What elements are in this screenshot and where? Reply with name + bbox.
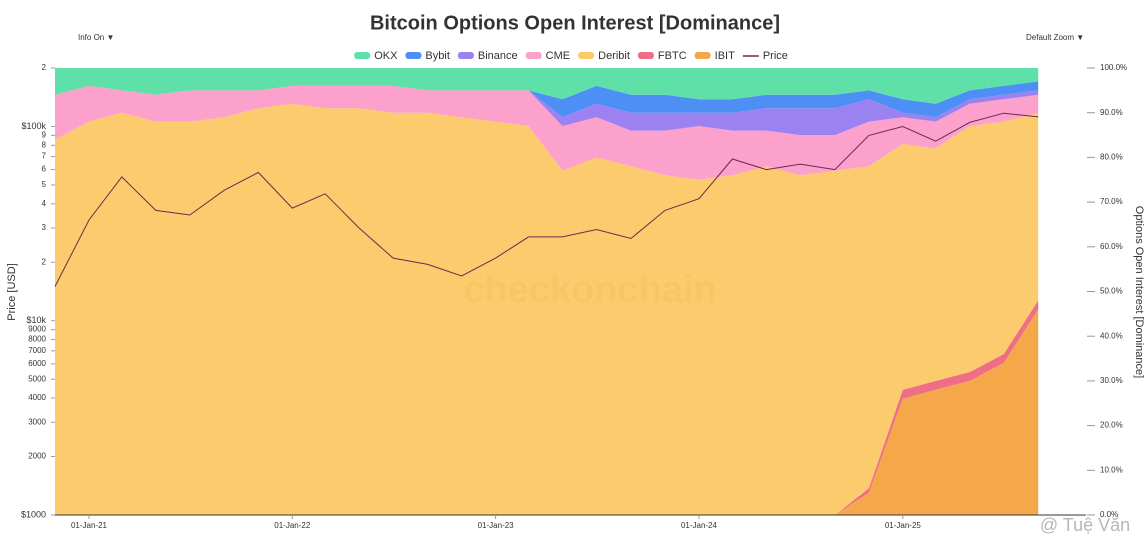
legend-item[interactable]: Binance bbox=[457, 50, 518, 62]
y-tick-label: 6 bbox=[42, 165, 47, 174]
y-tick-label: $10k bbox=[26, 315, 46, 325]
legend-item[interactable]: Price bbox=[742, 50, 788, 62]
legend-item[interactable]: Bybit bbox=[405, 50, 450, 62]
x-tick-label: 01-Jan-22 bbox=[274, 521, 311, 530]
y2-tick-label: 100.0% bbox=[1100, 63, 1127, 72]
x-tick-label: 01-Jan-23 bbox=[478, 521, 515, 530]
legend-item[interactable]: CME bbox=[525, 50, 570, 62]
y2-tick-label: 20.0% bbox=[1100, 421, 1123, 430]
y-tick-label: 5000 bbox=[28, 374, 46, 383]
legend: OKX Bybit Binance CME Deribit FBTC IBIT Price bbox=[354, 50, 788, 62]
y2-tick-label: 10.0% bbox=[1100, 465, 1123, 474]
y2-tick-label: 60.0% bbox=[1100, 242, 1123, 251]
y-tick-label: 2 bbox=[42, 257, 47, 266]
legend-item[interactable]: OKX bbox=[354, 50, 398, 62]
legend-label: Bybit bbox=[425, 50, 449, 62]
x-tick-label: 01-Jan-24 bbox=[681, 521, 718, 530]
legend-label: Binance bbox=[478, 50, 518, 62]
legend-swatch bbox=[405, 52, 422, 59]
y-tick-label: 7 bbox=[42, 152, 47, 161]
y-tick-label: 6000 bbox=[28, 359, 46, 368]
legend-label: Price bbox=[763, 50, 788, 62]
y-tick-label: 3000 bbox=[28, 417, 46, 426]
area-okx bbox=[55, 68, 1039, 104]
y-tick-label: 2000 bbox=[28, 452, 46, 461]
x-tick-label: 01-Jan-25 bbox=[885, 521, 922, 530]
legend-swatch bbox=[525, 52, 542, 59]
y2-tick-label: 80.0% bbox=[1100, 153, 1123, 162]
legend-label: Deribit bbox=[598, 50, 630, 62]
legend-swatch bbox=[578, 52, 595, 59]
zoom-select[interactable]: Default Zoom ▼ bbox=[1026, 33, 1084, 42]
y-tick-label: $100k bbox=[21, 121, 46, 131]
y-tick-label: 4 bbox=[42, 199, 47, 208]
chart-title: Bitcoin Options Open Interest [Dominance… bbox=[370, 12, 780, 34]
y-axis-title: Price [USD] bbox=[6, 263, 18, 320]
watermark: checkonchain bbox=[463, 269, 716, 311]
plot-area bbox=[54, 68, 1039, 516]
legend-label: IBIT bbox=[715, 50, 735, 62]
legend-swatch bbox=[694, 52, 711, 59]
legend-item[interactable]: FBTC bbox=[637, 50, 687, 62]
legend-item[interactable]: Deribit bbox=[578, 50, 630, 62]
x-tick-label: 01-Jan-21 bbox=[71, 521, 108, 530]
y-tick-label: 5 bbox=[42, 180, 47, 189]
y-tick-label: 2 bbox=[42, 63, 47, 72]
legend-item[interactable]: IBIT bbox=[694, 50, 735, 62]
watermark-credit: @ Tuệ Văn bbox=[1040, 515, 1130, 535]
y-tick-label: 9000 bbox=[28, 325, 46, 334]
y2-tick-label: 0.0% bbox=[1100, 510, 1118, 519]
legend-label: FBTC bbox=[658, 50, 687, 62]
y-tick-label: 8 bbox=[42, 140, 47, 149]
y2-tick-label: 40.0% bbox=[1100, 331, 1123, 340]
legend-label: CME bbox=[546, 50, 570, 62]
y-tick-label: $1000 bbox=[21, 509, 46, 519]
y-tick-label: 8000 bbox=[28, 335, 46, 344]
area-ibit bbox=[55, 309, 1039, 515]
y-tick-label: 3 bbox=[42, 223, 47, 232]
y2-tick-label: 70.0% bbox=[1100, 197, 1123, 206]
y2-tick-label: 30.0% bbox=[1100, 376, 1123, 385]
y2-tick-label: 90.0% bbox=[1100, 108, 1123, 117]
legend-swatch bbox=[457, 52, 474, 59]
price-line bbox=[54, 112, 1039, 287]
area-bybit bbox=[55, 81, 1039, 118]
legend-swatch bbox=[354, 52, 371, 59]
info-toggle[interactable]: Info On ▼ bbox=[78, 33, 114, 42]
area-deribit bbox=[55, 103, 1039, 516]
legend-swatch bbox=[637, 52, 654, 59]
y2-tick-label: 50.0% bbox=[1100, 287, 1123, 296]
y-tick-label: 7000 bbox=[28, 346, 46, 355]
area-cme bbox=[55, 85, 1039, 180]
y-tick-label: 4000 bbox=[28, 393, 46, 402]
y-tick-label: 9 bbox=[42, 130, 47, 139]
area-binance bbox=[55, 85, 1039, 136]
legend-label: OKX bbox=[374, 50, 398, 62]
y2-axis-title: Options Open Interest [Dominance] bbox=[1133, 206, 1145, 378]
